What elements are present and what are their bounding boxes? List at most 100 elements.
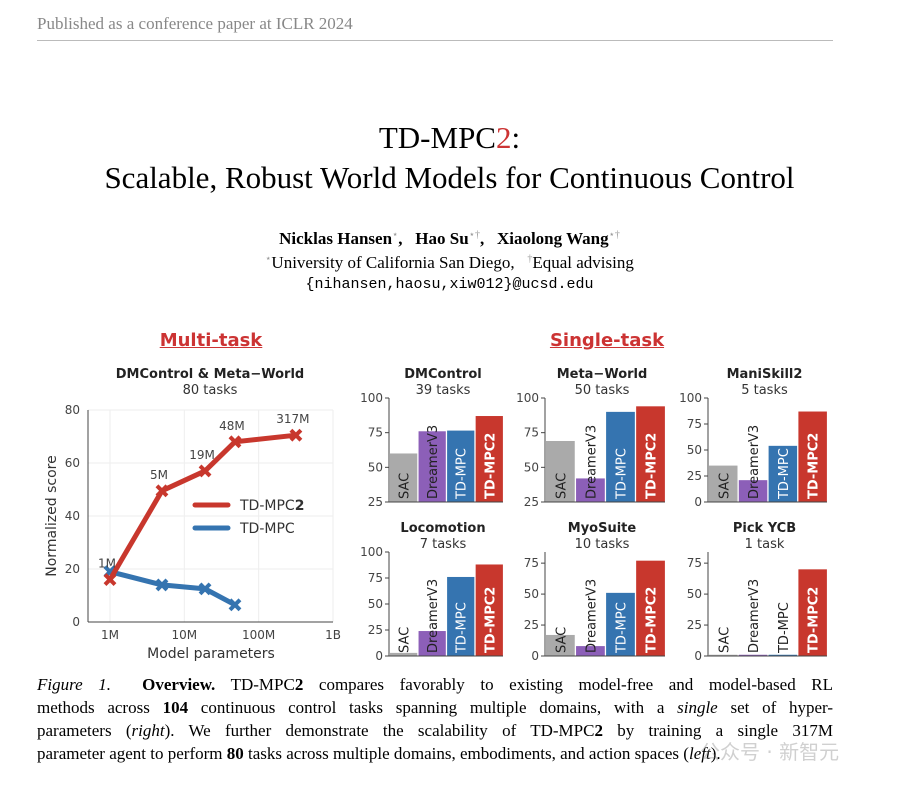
bar-label: SAC: [554, 473, 569, 499]
legend-label: TD-MPC: [239, 521, 295, 537]
bar-td-mpc2: [475, 416, 503, 502]
data-label: 48M: [219, 419, 245, 433]
caption-text: 2: [594, 721, 603, 740]
data-label: 317M: [276, 412, 309, 426]
header-rule: [37, 40, 833, 41]
caption-text: ). We further demonstrate the scalabilit…: [164, 721, 595, 740]
bar-sac: [709, 465, 738, 502]
caption-line: parameters (right). We further demonstra…: [37, 719, 833, 742]
title-name: TD-MPC: [378, 120, 496, 155]
y-tick-label: 50: [368, 597, 383, 611]
bar-sac: [709, 654, 738, 656]
bar-td-mpc2: [798, 569, 827, 656]
chart-title: Pick YCB: [733, 521, 796, 536]
bar-label: DreamerV3: [426, 425, 441, 499]
caption-text: set of hyper-: [717, 698, 833, 717]
authors: Nicklas Hansen⋆, Hao Su⋆†, Xiaolong Wang…: [279, 229, 620, 248]
bar-td-mpc: [447, 430, 475, 502]
figure-caption: Figure 1. Overview. TD-MPC2 compares fav…: [37, 673, 833, 765]
bar-label: TD-MPC: [455, 602, 470, 654]
bar-dreamerv3: [576, 478, 605, 502]
bar-label: TD-MPC2: [807, 433, 822, 499]
caption-text: 80: [226, 744, 244, 763]
chart-subtitle: 80 tasks: [183, 383, 238, 398]
chart-subtitle: 50 tasks: [575, 383, 630, 398]
caption-text: parameters (: [37, 721, 132, 740]
caption-text: left: [688, 744, 711, 763]
chart-title: MyoSuite: [568, 521, 637, 536]
bar-label: SAC: [554, 627, 569, 653]
y-tick-label: 50: [687, 587, 702, 601]
caption-text: continuous control tasks spanning multip…: [188, 698, 678, 717]
bar-label: DreamerV3: [584, 425, 599, 499]
bar-td-mpc2: [475, 564, 503, 656]
bar-dreamerv3: [418, 631, 446, 656]
y-tick-label: 100: [360, 391, 383, 405]
legend-text-2: 2: [295, 498, 305, 514]
single-task-heading: Single-task: [549, 330, 665, 351]
y-tick-label: 0: [375, 649, 383, 663]
paper-title-line1: TD-MPC2:: [0, 120, 899, 156]
bar-label: TD-MPC: [614, 602, 629, 654]
chart-subtitle: 5 tasks: [741, 383, 788, 398]
caption-text: ).: [710, 744, 721, 763]
y-tick-label: 0: [694, 649, 702, 663]
y-tick-label: 50: [524, 460, 539, 474]
caption-text: 104: [162, 698, 189, 717]
y-tick-label: 50: [368, 460, 383, 474]
figure-label: Figure 1.: [37, 675, 111, 694]
bar-label: TD-MPC: [777, 448, 792, 500]
bar-td-mpc2: [636, 406, 665, 502]
chart-subtitle: 7 tasks: [420, 537, 467, 552]
chart-title: Locomotion: [400, 521, 485, 536]
title-colon: :: [511, 120, 521, 155]
affil-mark: †: [527, 253, 533, 265]
data-label: 1M: [98, 557, 116, 571]
bar-td-mpc: [447, 576, 475, 656]
author: Xiaolong Wang: [496, 229, 609, 248]
bar-td-mpc2: [636, 560, 665, 656]
y-tick-label: 0: [72, 615, 80, 629]
bar-label: TD-MPC2: [483, 587, 498, 653]
bar-dreamerv3: [738, 480, 768, 502]
y-tick-label: 75: [687, 556, 702, 570]
caption-text: parameter agent to perform: [37, 744, 227, 763]
bar-label: TD-MPC: [455, 448, 470, 500]
data-label: 5M: [150, 468, 168, 482]
bar-dreamerv3: [738, 654, 768, 656]
bar-sac: [390, 453, 418, 502]
chart-title: DMControl: [404, 367, 481, 382]
caption-text: right: [131, 721, 165, 740]
chart-title: DMControl & Meta−World: [116, 367, 304, 382]
author-mark: ⋆: [392, 229, 399, 241]
bar-label: DreamerV3: [747, 579, 762, 653]
data-point-marker: [228, 598, 242, 612]
bar-dreamerv3: [576, 646, 605, 656]
x-tick-label: 1B: [325, 628, 341, 642]
x-tick-label: 100M: [242, 628, 275, 642]
bar-dreamerv3: [418, 431, 446, 502]
y-tick-label: 60: [65, 456, 80, 470]
paper-title-line2: Scalable, Robust World Models for Contin…: [104, 160, 795, 195]
caption-text: by training a single 317M: [602, 721, 833, 740]
chart-title: ManiSkill2: [727, 367, 803, 382]
affiliation: ⋆University of California San Diego, †Eq…: [0, 253, 899, 273]
multi-task-heading: Multi-task: [159, 330, 263, 351]
bar-label: SAC: [717, 473, 732, 499]
author-mark: ⋆†: [468, 229, 480, 241]
y-tick-label: 100: [516, 391, 539, 405]
bar-sac: [546, 440, 575, 502]
data-point-marker: [155, 578, 169, 592]
y-tick-label: 75: [368, 571, 383, 585]
y-axis-label: Normalized score: [44, 455, 60, 576]
y-tick-label: 50: [524, 587, 539, 601]
caption-text: 2: [294, 675, 304, 694]
bar-label: TD-MPC2: [645, 433, 660, 499]
x-tick-label: 1M: [101, 628, 119, 642]
caption-text: single: [677, 698, 718, 717]
bar-label: TD-MPC: [614, 448, 629, 500]
y-tick-label: 80: [65, 403, 80, 417]
bar-label: SAC: [717, 627, 732, 653]
data-point-marker: [198, 464, 212, 478]
